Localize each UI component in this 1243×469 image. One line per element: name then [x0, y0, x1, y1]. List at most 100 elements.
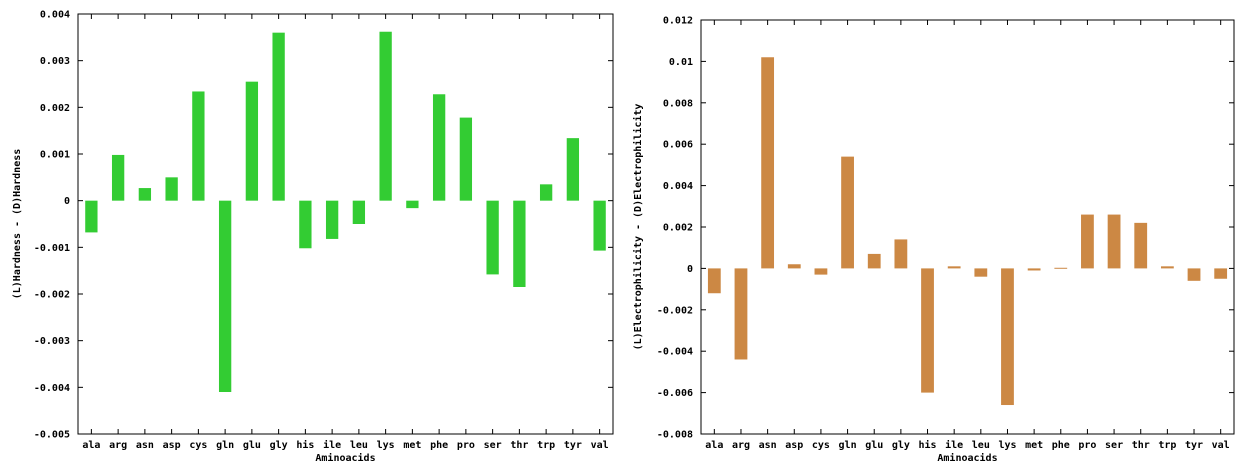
x-tick-label: asn	[136, 440, 154, 451]
x-tick-label: ala	[82, 440, 100, 451]
x-tick-label: asn	[759, 440, 777, 451]
x-tick-label: tyr	[564, 440, 582, 451]
bar-arg	[111, 154, 125, 201]
bar-pro	[1081, 214, 1094, 269]
bar-glu	[245, 81, 259, 201]
hardness-chart-panel: Aminoacids (L)Hardness - (D)Hardness -0.…	[0, 0, 620, 469]
electrophilicity-bar-chart: Aminoacids (L)Electrophilicity - (D)Elec…	[632, 16, 1235, 464]
x-tick-label: his	[918, 439, 936, 451]
bar-lys	[379, 31, 392, 201]
x-tick-label: gln	[839, 440, 857, 451]
x-axis-title: Aminoacids	[315, 452, 375, 464]
bar-ala	[707, 268, 721, 294]
x-tick-label: arg	[732, 440, 750, 451]
x-tick-label: asp	[785, 440, 803, 451]
bar-trp	[539, 184, 553, 201]
bar-thr	[513, 200, 526, 287]
x-tick-label: ser	[1105, 440, 1123, 451]
bar-asn	[761, 57, 775, 269]
bar-gly	[272, 32, 285, 201]
bar-gly	[894, 239, 908, 269]
bar-asp	[165, 177, 178, 201]
bar-pro	[459, 117, 473, 201]
x-tick-label: ile	[945, 439, 963, 451]
bar-trp	[1160, 266, 1174, 269]
y-tick-label: -0.001	[34, 243, 70, 254]
bar-gln	[841, 156, 854, 269]
bar-cys	[192, 91, 205, 201]
bar-gln	[218, 200, 232, 392]
y-tick-label: -0.002	[657, 305, 693, 316]
y-tick-label: -0.006	[657, 388, 693, 399]
y-tick-label: 0.002	[40, 103, 70, 114]
bar-ile	[325, 200, 339, 239]
x-tick-label: lys	[998, 440, 1016, 451]
x-tick-label: phe	[1052, 440, 1070, 451]
x-tick-label: thr	[1132, 440, 1150, 451]
y-tick-label: 0.003	[40, 56, 70, 67]
y-tick-label: 0.01	[669, 57, 693, 68]
x-tick-label: ala	[705, 440, 723, 451]
x-tick-label: ile	[323, 439, 341, 451]
bar-cys	[814, 268, 828, 275]
x-tick-label: lys	[377, 440, 395, 451]
x-tick-label: pro	[1078, 440, 1096, 451]
x-tick-label: glu	[243, 440, 261, 451]
bar-tyr	[566, 138, 580, 201]
y-tick-label: 0	[64, 196, 70, 207]
bar-ser	[486, 200, 499, 275]
x-tick-label: trp	[1158, 440, 1176, 451]
bar-val	[1214, 268, 1228, 279]
bar-asp	[787, 264, 801, 269]
y-tick-label: -0.003	[34, 336, 70, 347]
x-tick-label: his	[296, 439, 314, 451]
bar-glu	[867, 253, 881, 269]
x-tick-label: gly	[270, 440, 288, 451]
y-tick-label: 0.012	[663, 16, 693, 27]
plot-frame	[77, 13, 614, 435]
bar-lys	[1001, 268, 1014, 406]
x-tick-label: ser	[484, 440, 502, 451]
y-tick-label: 0.002	[663, 223, 693, 234]
bar-ser	[1107, 214, 1121, 269]
bar-ala	[85, 200, 98, 233]
x-tick-label: pro	[457, 440, 475, 451]
y-tick-label: -0.008	[657, 430, 693, 441]
y-tick-label: -0.004	[34, 383, 70, 394]
y-tick-label: 0.006	[663, 140, 693, 151]
bar-met	[406, 200, 419, 209]
x-tick-label: val	[591, 440, 609, 451]
x-tick-label: gly	[892, 440, 910, 451]
x-tick-label: thr	[510, 440, 528, 451]
y-tick-label: 0.008	[663, 98, 693, 109]
x-tick-label: leu	[350, 440, 368, 451]
bar-val	[593, 200, 606, 251]
bar-leu	[352, 200, 366, 224]
x-tick-label: asp	[163, 440, 181, 451]
bar-his	[299, 200, 312, 249]
y-tick-label: 0.001	[40, 150, 70, 161]
bar-met	[1027, 268, 1041, 271]
y-tick-label: 0.004	[40, 10, 70, 21]
bar-his	[921, 268, 934, 393]
x-tick-label: gln	[216, 440, 234, 451]
electrophilicity-chart-panel: Aminoacids (L)Electrophilicity - (D)Elec…	[624, 0, 1243, 469]
x-tick-label: met	[403, 440, 421, 451]
y-tick-label: 0.004	[663, 181, 693, 192]
hardness-bar-chart: Aminoacids (L)Hardness - (D)Hardness -0.…	[12, 10, 614, 464]
y-tick-label: -0.005	[34, 430, 70, 441]
x-tick-label: met	[1025, 440, 1043, 451]
x-tick-label: trp	[537, 440, 555, 451]
bar-leu	[974, 268, 988, 277]
x-tick-label: leu	[972, 440, 990, 451]
x-tick-label: phe	[430, 440, 448, 451]
plot-frame	[700, 19, 1235, 435]
x-tick-label: arg	[109, 440, 127, 451]
bar-tyr	[1187, 268, 1201, 281]
y-tick-label: -0.004	[657, 347, 693, 358]
bar-phe	[1054, 267, 1068, 269]
bar-phe	[432, 94, 446, 201]
y-axis-title: (L)Hardness - (D)Hardness	[12, 149, 23, 300]
bar-asn	[138, 188, 152, 201]
x-tick-label: val	[1212, 440, 1230, 451]
